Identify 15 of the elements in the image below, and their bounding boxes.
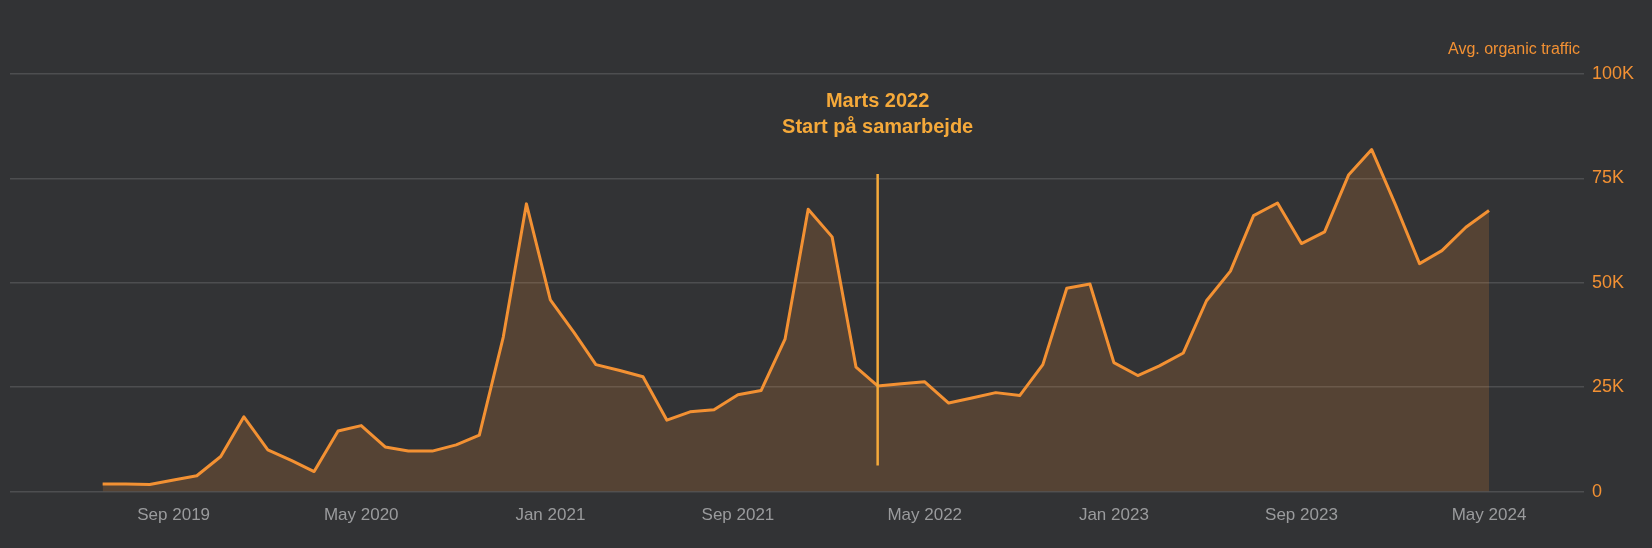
x-tick-label: May 2020 [323,505,399,525]
y-tick-label: 50K [1591,271,1624,292]
y-axis-title: Avg. organic traffic [1448,40,1580,58]
x-tick-label: Sep 2021 [701,505,775,525]
x-tick-label: May 2024 [1451,505,1527,525]
y-tick-label: 25K [1591,376,1624,397]
x-tick-label: Jan 2023 [1078,505,1149,525]
ref-line-label: Marts 2022 Start på samarbejde [782,88,974,137]
x-tick-label: Jan 2021 [515,505,586,525]
y-tick-label: 75K [1591,167,1624,188]
x-tick-label: May 2022 [887,505,963,525]
y-tick-label: 100K [1591,62,1635,83]
x-tick-label: Sep 2023 [1265,505,1338,525]
y-tick-label: 0 [1591,480,1602,501]
x-tick-label: Sep 2019 [137,505,211,525]
